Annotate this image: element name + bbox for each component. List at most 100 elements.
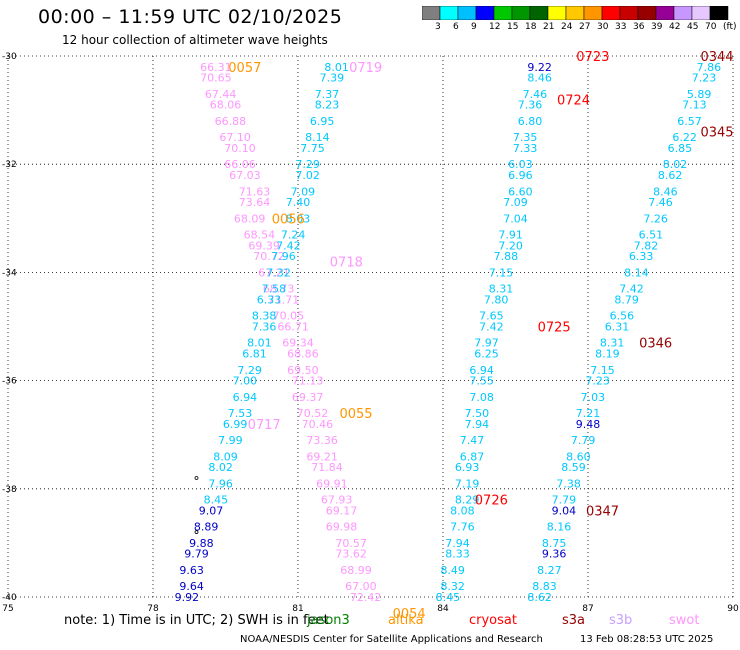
colorbar-tick-label: 36 [633,22,645,32]
data-point-label: 6.95 [310,115,335,128]
data-point-label: 6.96 [508,169,533,182]
data-point-label: 8.32 [440,580,465,593]
legend-item-jason3: jason3 [307,613,350,628]
data-point-label: 7.08 [469,391,494,404]
data-point-label: 8.01 [247,337,272,350]
data-point-label: 70.10 [224,142,256,155]
island-marker [194,476,199,480]
legend-item-s3b: s3b [609,613,633,628]
data-point-label: 68.09 [234,212,266,225]
data-point-label: 70.46 [302,418,334,431]
pass-time-label: 0725 [538,321,571,336]
data-point-label: 67.03 [229,169,261,182]
data-point-label: 69.98 [326,521,358,534]
colorbar-tick-label: 42 [669,22,681,32]
data-point-label: 7.97 [474,337,499,350]
colorbar [422,6,729,20]
data-point-label: 6.51 [639,229,664,242]
data-point-label: 7.53 [228,407,253,420]
data-point-label: 6.94 [233,391,258,404]
y-tick-label: -38 [2,485,17,495]
x-tick-label: 90 [727,604,739,614]
legend-item-s3a: s3a [562,613,586,628]
data-point-label: 71.63 [239,185,271,198]
data-point-label: 7.39 [320,72,345,85]
y-tick-label: -34 [2,268,17,278]
data-point-label: 7.19 [455,477,480,490]
data-point-label: 7.03 [581,391,606,404]
colorbar-tick-label: 30 [597,22,609,32]
data-point-label: 69.21 [306,450,338,463]
data-point-label: 6.03 [508,158,533,171]
data-point-label: 68.86 [287,348,319,361]
pass-time-label: 0719 [349,61,382,76]
data-point-label: 7.86 [697,61,722,74]
y-tick-label: -30 [2,52,17,62]
pass-time-label: 0345 [700,126,733,141]
data-point-label: 6.60 [508,185,533,198]
data-point-label: 8.14 [305,131,330,144]
pass-time-label: 0344 [700,50,733,65]
x-tick-label: 78 [147,604,159,614]
data-point-label: 7.76 [450,521,475,534]
data-point-label: 6.33 [629,250,654,263]
pass-time-label: 0054 [393,607,426,622]
x-tick-label: 84 [437,604,449,614]
colorbar-tick-label: 21 [543,22,555,32]
data-point-label: 9.22 [527,61,552,74]
colorbar-labels: 3 6 9 12 15 18 21 24 27 30 33 36 39 42 45 70 (ft) [422,22,740,34]
data-point-label: 8.01 [324,61,349,74]
data-point-label: 8.14 [624,266,649,279]
colorbar-tick-label: 18 [525,22,537,32]
data-point-label: 8.19 [595,348,620,361]
data-point-label: 7.46 [523,88,548,101]
data-point-label: 8.46 [527,72,552,85]
data-point-label: 7.15 [489,266,514,279]
data-point-label: 8.59 [561,461,586,474]
data-point-label: 7.09 [291,185,316,198]
data-point-label: 66.88 [215,115,247,128]
data-point-label: 8.16 [547,521,572,534]
data-point-label: 7.75 [300,142,325,155]
pass-time-label: 0346 [639,337,672,352]
data-point-label: 7.13 [682,99,707,112]
data-point-label: 5.89 [687,88,712,101]
data-point-label: 68.54 [244,229,276,242]
note-text: note: 1) Time is in UTC; 2) SWH is in fe… [64,613,329,628]
data-point-label: 7.26 [643,212,668,225]
data-point-label: 7.37 [315,88,340,101]
y-tick-label: -32 [2,160,17,170]
data-point-label: 67.10 [219,131,251,144]
x-tick-label: 75 [2,604,13,614]
data-point-label: 7.00 [233,375,258,388]
pass-time-label: 0717 [248,418,281,433]
colorbar-tick-label: 45 [687,22,699,32]
data-point-label: 8.33 [445,548,470,561]
pass-time-label: 0723 [576,50,609,65]
data-point-label: 8.46 [653,185,678,198]
data-point-label: 7.33 [513,142,538,155]
data-point-label: 7.42 [479,321,504,334]
data-point-label: 9.64 [179,580,204,593]
data-point-label: 6.25 [474,348,499,361]
data-point-label: 8.31 [489,283,514,296]
data-point-label: 7.80 [484,293,509,306]
data-point-label: 8.45 [436,591,461,604]
data-point-label: 6.22 [672,131,697,144]
data-point-label: 7.65 [479,310,504,323]
data-point-label: 8.79 [614,293,639,306]
data-point-label: 8.23 [315,99,340,112]
pass-time-label: 0056 [272,212,305,227]
page-title: 00:00 – 11:59 UTC 02/10/2025 [38,6,343,28]
data-point-label: 69.17 [326,504,358,517]
data-point-label: 9.79 [184,548,209,561]
pass-time-label: 0726 [475,494,508,509]
data-point-label: 67.00 [345,580,377,593]
data-point-label: 9.07 [199,504,224,517]
data-point-label: 7.55 [469,375,494,388]
data-point-label: 7.32 [266,266,291,279]
data-point-label: 7.38 [556,477,581,490]
data-point-label: 8.45 [204,494,229,507]
data-point-label: 7.94 [465,418,490,431]
x-tick-label: 87 [582,604,593,614]
